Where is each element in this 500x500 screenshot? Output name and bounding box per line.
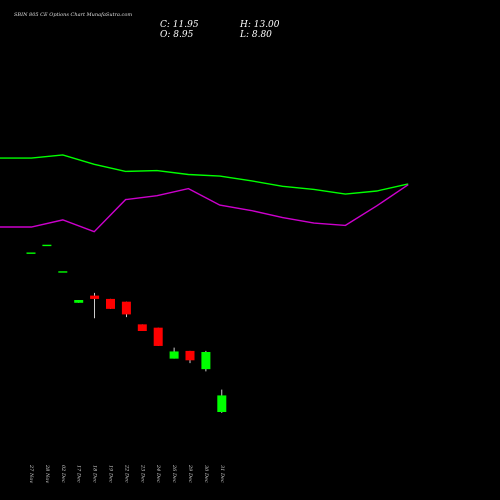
x-tick-label: 30 Dec (203, 465, 209, 483)
upper-band-line (0, 154, 409, 195)
candle-body (217, 395, 227, 413)
x-tick-label: 26 Dec (171, 464, 177, 483)
lower-band-line (0, 184, 409, 233)
x-tick-label: 19 Dec (108, 465, 114, 483)
indicator-lines (0, 154, 409, 233)
candle (185, 350, 195, 364)
candle-body (58, 271, 68, 273)
candle-body (90, 295, 100, 299)
candle (42, 244, 52, 247)
high-label: H: 13.00 (239, 20, 280, 30)
open-label: O: 8.95 (160, 30, 194, 40)
candle-body (74, 300, 84, 303)
candle (26, 252, 36, 254)
candle-body (153, 327, 163, 346)
candle-body (106, 298, 115, 309)
candle (201, 350, 211, 372)
candle-body (42, 244, 52, 247)
candles-group (26, 244, 227, 413)
x-tick-label: 28 Nov (44, 464, 50, 483)
low-label: L: 8.80 (239, 30, 272, 40)
x-tick-label: 23 Dec (139, 464, 145, 483)
x-tick-label: 17 Dec (76, 465, 82, 483)
candle-body (201, 352, 211, 370)
x-tick-label: 18 Dec (92, 465, 98, 483)
candle (121, 301, 131, 318)
candle (153, 327, 163, 346)
x-tick-label: 31 Dec (219, 465, 225, 483)
candle-body (137, 324, 147, 331)
x-tick-label: 02 Dec (60, 465, 66, 483)
chart-title: SBIN 805 CE Options Chart MunafaSutra.co… (14, 12, 132, 18)
candle-body (121, 301, 131, 315)
close-label: C: 11.95 (160, 20, 199, 30)
x-tick-label: 22 Dec (123, 464, 129, 483)
candle (74, 300, 84, 303)
candle (137, 324, 147, 331)
candle (58, 271, 68, 273)
candle (90, 292, 100, 319)
candle (106, 298, 115, 309)
x-tick-label: 29 Dec (187, 464, 193, 483)
candle-body (169, 351, 179, 359)
candle-body (185, 350, 195, 361)
candle (169, 347, 179, 359)
x-tick-label: 24 Dec (155, 464, 161, 483)
x-axis-labels: 27 Nov 28 Nov 02 Dec 17 Dec 18 Dec 19 Dec 22 D… (28, 464, 225, 483)
candle (217, 389, 227, 413)
x-tick-label: 27 Nov (28, 464, 34, 483)
candle-body (26, 252, 36, 254)
